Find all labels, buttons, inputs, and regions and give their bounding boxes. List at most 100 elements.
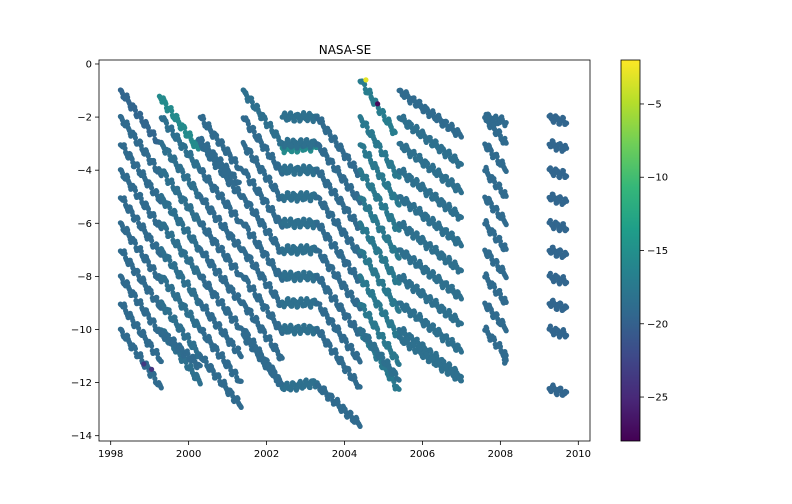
data-point [182, 197, 188, 203]
data-point [230, 180, 236, 186]
data-point [188, 205, 194, 211]
data-point [564, 145, 570, 151]
data-point [396, 227, 402, 233]
data-point [362, 201, 368, 207]
data-point [188, 132, 194, 138]
data-point [444, 230, 450, 236]
data-point [236, 179, 242, 185]
data-point [151, 160, 157, 166]
data-point [122, 198, 128, 204]
data-point [233, 159, 239, 165]
data-point [332, 188, 338, 194]
data-point [248, 149, 254, 155]
data-point [503, 140, 509, 146]
data-point [317, 196, 323, 202]
data-point [414, 125, 420, 131]
data-point [493, 115, 500, 121]
data-point [188, 152, 194, 158]
data-point [428, 191, 434, 197]
data-point [267, 232, 274, 238]
data-point [214, 189, 220, 195]
data-point [503, 275, 509, 281]
data-point [230, 289, 236, 296]
data-point [332, 135, 338, 141]
data-point [132, 293, 138, 299]
data-point [135, 163, 141, 169]
data-point [396, 280, 402, 286]
data-point [151, 131, 157, 138]
data-point [346, 209, 352, 215]
data-point [248, 202, 254, 208]
data-point [332, 241, 338, 247]
data-point [214, 136, 220, 142]
data-point [380, 229, 387, 235]
data-point [343, 339, 349, 345]
data-point [183, 254, 189, 260]
data-point [396, 255, 402, 261]
data-point [132, 240, 138, 246]
data-point [149, 290, 155, 296]
data-point [251, 125, 257, 131]
data-point [233, 264, 239, 271]
data-point [201, 116, 207, 122]
data-point [217, 269, 223, 275]
data-point [362, 254, 368, 260]
data-point [186, 334, 192, 341]
data-point [458, 321, 464, 327]
data-point [262, 277, 268, 283]
data-point [458, 214, 464, 220]
data-point [138, 139, 144, 145]
data-point [412, 204, 418, 210]
data-point [392, 129, 398, 136]
data-point [245, 121, 251, 127]
data-point [503, 168, 509, 174]
data-point [163, 120, 170, 126]
data-point [151, 213, 157, 219]
data-point [327, 290, 333, 296]
data-point [236, 293, 242, 299]
data-point [169, 180, 175, 186]
data-point [503, 193, 509, 199]
data-point [233, 212, 239, 218]
data-point [396, 202, 402, 208]
data-point [375, 168, 381, 174]
data-point [154, 242, 160, 248]
data-point [494, 259, 500, 265]
data-point [219, 192, 225, 198]
data-point [333, 245, 339, 251]
data-point [564, 251, 570, 257]
data-point [251, 234, 257, 240]
data-point [279, 224, 285, 230]
data-point [188, 257, 194, 264]
data-point [217, 164, 223, 170]
data-point [330, 265, 336, 271]
data-point [264, 252, 270, 258]
data-point [236, 187, 242, 193]
data-point [447, 204, 453, 210]
data-point [251, 129, 257, 135]
data-point [497, 182, 503, 188]
data-point [230, 237, 236, 243]
data-point [138, 111, 144, 117]
data-point [330, 160, 336, 166]
data-point [380, 282, 387, 288]
data-point [458, 161, 464, 167]
data-point [245, 226, 251, 233]
data-point [169, 285, 175, 291]
data-point [186, 229, 192, 235]
data-point [367, 153, 373, 159]
data-point [414, 178, 420, 184]
data-point [430, 164, 437, 170]
data-point [267, 337, 274, 343]
data-point [122, 251, 128, 257]
data-point [361, 144, 367, 150]
data-point [203, 144, 209, 150]
data-point [364, 120, 370, 126]
data-point [267, 175, 273, 181]
data-point [254, 157, 260, 163]
data-point [227, 205, 233, 211]
data-point [268, 123, 274, 129]
data-point [330, 318, 336, 324]
data-point [182, 144, 188, 150]
data-point [249, 99, 255, 105]
